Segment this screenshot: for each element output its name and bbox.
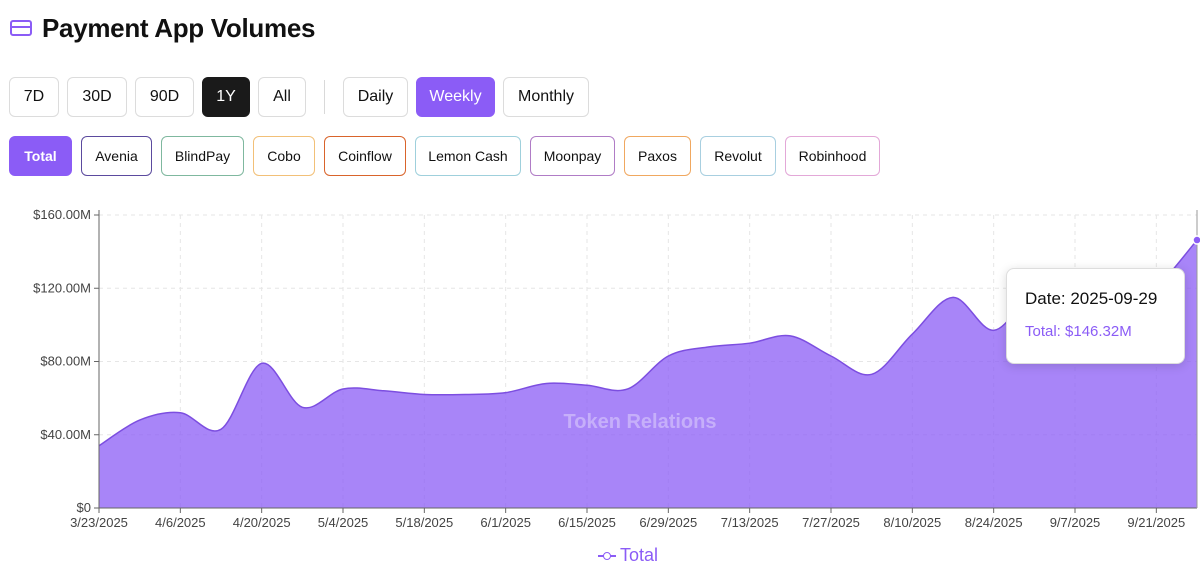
range-button-1y[interactable]: 1Y [202, 77, 250, 117]
chart-tooltip: Date: 2025-09-29 Total: $146.32M [1006, 268, 1185, 364]
x-tick-label: 8/10/2025 [883, 515, 941, 530]
filter-chip-coinflow[interactable]: Coinflow [324, 136, 406, 176]
legend-line-icon [598, 551, 616, 561]
filter-chip-revolut[interactable]: Revolut [700, 136, 776, 176]
filter-chip-blindpay[interactable]: BlindPay [161, 136, 244, 176]
x-tick-label: 9/21/2025 [1127, 515, 1185, 530]
filter-chip-paxos[interactable]: Paxos [624, 136, 691, 176]
interval-button-monthly[interactable]: Monthly [503, 77, 589, 117]
x-tick-label: 5/18/2025 [395, 515, 453, 530]
filter-chip-cobo[interactable]: Cobo [253, 136, 315, 176]
interval-button-daily[interactable]: Daily [343, 77, 408, 117]
toolbar-divider [324, 80, 325, 114]
y-tick-label: $80.00M [40, 354, 91, 369]
range-button-7d[interactable]: 7D [9, 77, 59, 117]
y-tick-label: $160.00M [33, 207, 91, 222]
range-button-90d[interactable]: 90D [135, 77, 194, 117]
tooltip-value: Total: $146.32M [1025, 323, 1132, 340]
chart-axes: $0 $40.00M $80.00M $120.00M $160.00M 3/23/202… [33, 207, 1200, 530]
filter-chip-robinhood[interactable]: Robinhood [785, 136, 880, 176]
active-data-point[interactable] [1192, 235, 1200, 245]
x-tick-label: 7/27/2025 [802, 515, 860, 530]
credit-card-icon [10, 20, 32, 36]
x-tick-label: 5/4/2025 [318, 515, 369, 530]
y-tick-label: $40.00M [40, 427, 91, 442]
filter-chip-lemon-cash[interactable]: Lemon Cash [415, 136, 521, 176]
filter-chip-total[interactable]: Total [9, 136, 72, 176]
chart-watermark: Token Relations [564, 411, 717, 433]
x-tick-label: 6/29/2025 [639, 515, 697, 530]
header: Payment App Volumes [10, 8, 315, 48]
range-button-all[interactable]: All [258, 77, 306, 117]
x-tick-label: 6/1/2025 [480, 515, 531, 530]
x-tick-label: 4/6/2025 [155, 515, 206, 530]
filter-chip-moonpay[interactable]: Moonpay [530, 136, 615, 176]
x-tick-label: 8/24/2025 [965, 515, 1023, 530]
interval-button-weekly[interactable]: Weekly [416, 77, 495, 117]
page-title: Payment App Volumes [42, 12, 316, 43]
x-tick-label: 4/20/2025 [233, 515, 291, 530]
tooltip-date: Date: 2025-09-29 [1025, 289, 1158, 308]
chart-legend[interactable]: Total [598, 545, 658, 566]
x-tick-label: 7/13/2025 [721, 515, 779, 530]
y-tick-label: $0 [77, 500, 91, 515]
x-tick-label: 6/15/2025 [558, 515, 616, 530]
legend-label-total: Total [620, 545, 659, 565]
area-chart[interactable]: $0 $40.00M $80.00M $120.00M $160.00M 3/23/202… [0, 190, 1200, 540]
range-button-30d[interactable]: 30D [67, 77, 127, 117]
x-tick-label: 3/23/2025 [70, 515, 128, 530]
y-tick-label: $120.00M [33, 280, 91, 295]
filter-chip-avenia[interactable]: Avenia [81, 136, 152, 176]
x-tick-label: 9/7/2025 [1050, 515, 1101, 530]
